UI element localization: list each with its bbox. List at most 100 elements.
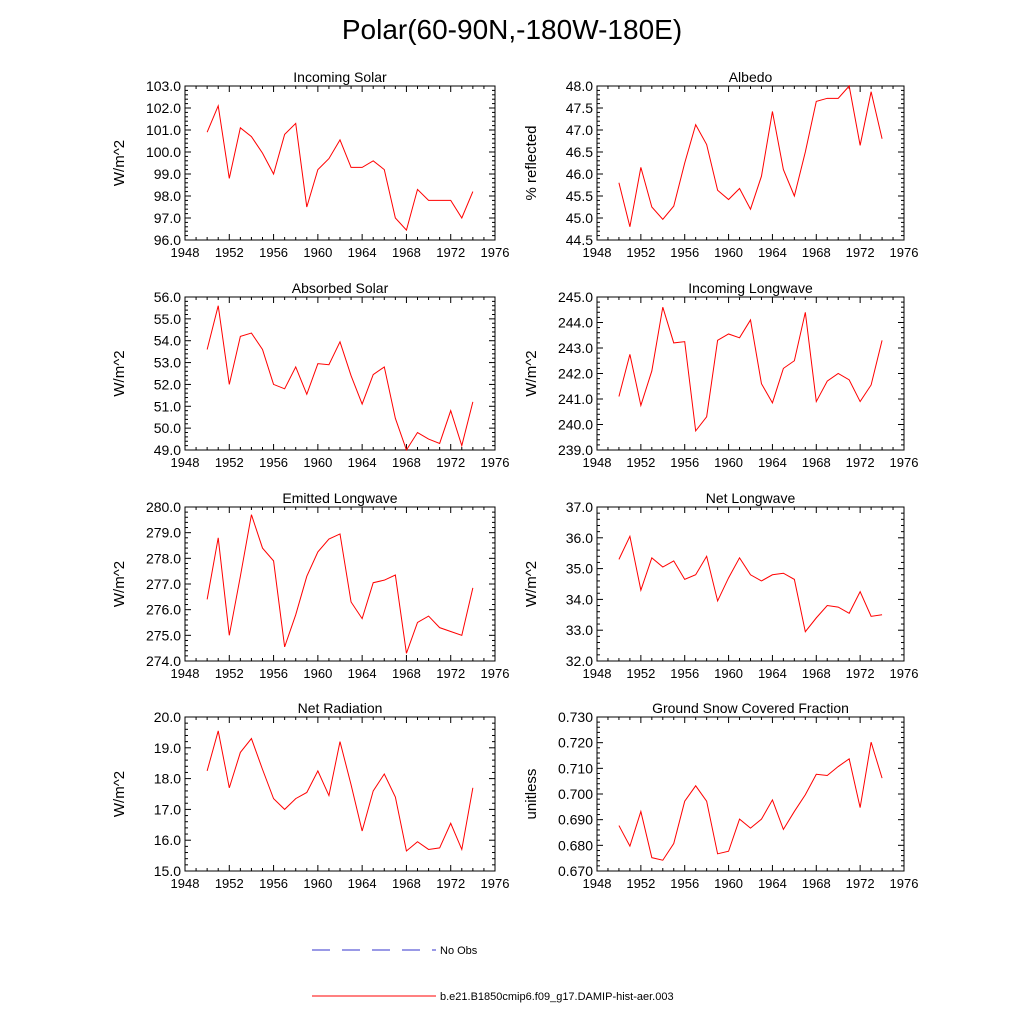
x-tick-label: 1948: [171, 666, 200, 681]
y-axis-label: W/m^2: [111, 140, 128, 186]
chart-panel: 1948 1952 1956 1960 1964 1968 1972 1976 32.0 33.0…: [523, 490, 918, 681]
x-tick-label: 1976: [890, 245, 919, 260]
y-tick-label: 280.0: [146, 499, 181, 515]
x-tick-label: 1956: [259, 666, 288, 681]
y-tick-label: 0.720: [558, 735, 593, 751]
x-tick-label: 1968: [802, 245, 831, 260]
chart-panel: 1948 1952 1956 1960 1964 1968 1972 1976 239.0 240…: [523, 280, 918, 470]
chart-panel: 1948 1952 1956 1960 1964 1968 1972 1976 274.0 275…: [111, 490, 509, 681]
y-tick-label: 241.0: [558, 391, 593, 407]
series-line: [618, 307, 883, 433]
x-tick-label: 1976: [481, 876, 510, 891]
x-tick-label: 1972: [436, 666, 465, 681]
y-axis-label: W/m^2: [111, 561, 128, 607]
y-tick-label: 15.0: [154, 863, 181, 879]
y-tick-label: 97.0: [154, 210, 181, 226]
y-tick-label: 242.0: [558, 366, 593, 382]
series-line: [206, 514, 474, 654]
x-tick-label: 1956: [259, 455, 288, 470]
x-tick-label: 1964: [348, 666, 377, 681]
panel-title: Net Longwave: [706, 490, 796, 506]
y-tick-label: 103.0: [146, 78, 181, 94]
x-tick-label: 1948: [583, 245, 612, 260]
x-tick-label: 1968: [802, 666, 831, 681]
x-tick-label: 1972: [846, 666, 875, 681]
x-tick-label: 1964: [348, 455, 377, 470]
x-tick-label: 1960: [303, 876, 332, 891]
series-line: [618, 742, 883, 861]
y-tick-label: 54.0: [154, 333, 181, 349]
y-tick-label: 49.0: [154, 442, 181, 458]
x-tick-label: 1976: [481, 455, 510, 470]
y-tick-label: 36.0: [566, 530, 593, 546]
legend-obs-label: No Obs: [440, 945, 478, 957]
y-axis-label: W/m^2: [111, 350, 128, 396]
y-tick-label: 45.5: [566, 188, 593, 204]
x-tick-label: 1960: [303, 666, 332, 681]
series-line: [618, 534, 883, 633]
x-tick-label: 1960: [714, 455, 743, 470]
y-tick-label: 0.680: [558, 837, 593, 853]
y-tick-label: 34.0: [566, 591, 593, 607]
y-tick-label: 102.0: [146, 100, 181, 116]
page-title: Polar(60-90N,-180W-180E): [341, 14, 683, 45]
x-tick-label: 1972: [846, 876, 875, 891]
y-tick-label: 44.5: [566, 232, 593, 248]
x-tick-label: 1956: [670, 455, 699, 470]
plot-frame: [596, 85, 905, 241]
x-tick-label: 1960: [714, 245, 743, 260]
y-tick-label: 278.0: [146, 550, 181, 566]
x-tick-label: 1956: [259, 245, 288, 260]
y-tick-label: 0.670: [558, 863, 593, 879]
chart-panel: 1948 1952 1956 1960 1964 1968 1972 1976 0.670 0.6…: [523, 700, 918, 891]
x-tick-label: 1956: [670, 666, 699, 681]
x-tick-label: 1960: [714, 876, 743, 891]
x-tick-label: 1968: [392, 245, 421, 260]
y-tick-label: 239.0: [558, 442, 593, 458]
legend-model-label: b.e21.B1850cmip6.f09_g17.DAMIP-hist-aer.…: [440, 991, 674, 1003]
y-tick-label: 50.0: [154, 420, 181, 436]
x-tick-label: 1968: [802, 876, 831, 891]
x-tick-label: 1976: [890, 876, 919, 891]
x-tick-label: 1972: [436, 876, 465, 891]
x-tick-label: 1952: [626, 455, 655, 470]
y-tick-label: 45.0: [566, 210, 593, 226]
x-tick-label: 1968: [392, 876, 421, 891]
y-tick-label: 0.710: [558, 760, 593, 776]
x-tick-label: 1976: [481, 245, 510, 260]
series-line: [618, 84, 883, 227]
x-tick-label: 1948: [171, 245, 200, 260]
x-tick-label: 1948: [583, 455, 612, 470]
x-tick-label: 1948: [171, 876, 200, 891]
y-axis-label: W/m^2: [523, 350, 540, 396]
y-tick-label: 0.690: [558, 812, 593, 828]
y-tick-label: 35.0: [566, 561, 593, 577]
x-tick-label: 1948: [171, 455, 200, 470]
y-tick-label: 101.0: [146, 122, 181, 138]
y-tick-label: 275.0: [146, 627, 181, 643]
y-tick-label: 46.0: [566, 166, 593, 182]
x-tick-label: 1964: [758, 876, 787, 891]
x-tick-label: 1972: [436, 455, 465, 470]
y-tick-label: 98.0: [154, 188, 181, 204]
y-tick-label: 0.730: [558, 709, 593, 725]
x-tick-label: 1972: [436, 245, 465, 260]
panel-title: Incoming Longwave: [688, 280, 813, 296]
y-tick-label: 279.0: [146, 525, 181, 541]
x-tick-label: 1956: [670, 245, 699, 260]
x-tick-label: 1964: [348, 876, 377, 891]
y-tick-label: 32.0: [566, 653, 593, 669]
y-tick-label: 46.5: [566, 144, 593, 160]
x-tick-label: 1976: [890, 666, 919, 681]
x-tick-label: 1964: [348, 245, 377, 260]
x-tick-label: 1972: [846, 245, 875, 260]
plot-frame: [184, 506, 496, 662]
x-tick-label: 1960: [303, 455, 332, 470]
x-tick-label: 1968: [392, 666, 421, 681]
x-tick-label: 1952: [626, 245, 655, 260]
x-tick-label: 1952: [626, 876, 655, 891]
y-axis-label: W/m^2: [111, 771, 128, 817]
y-tick-label: 277.0: [146, 576, 181, 592]
x-tick-label: 1952: [215, 455, 244, 470]
panel-title: Ground Snow Covered Fraction: [652, 700, 849, 716]
